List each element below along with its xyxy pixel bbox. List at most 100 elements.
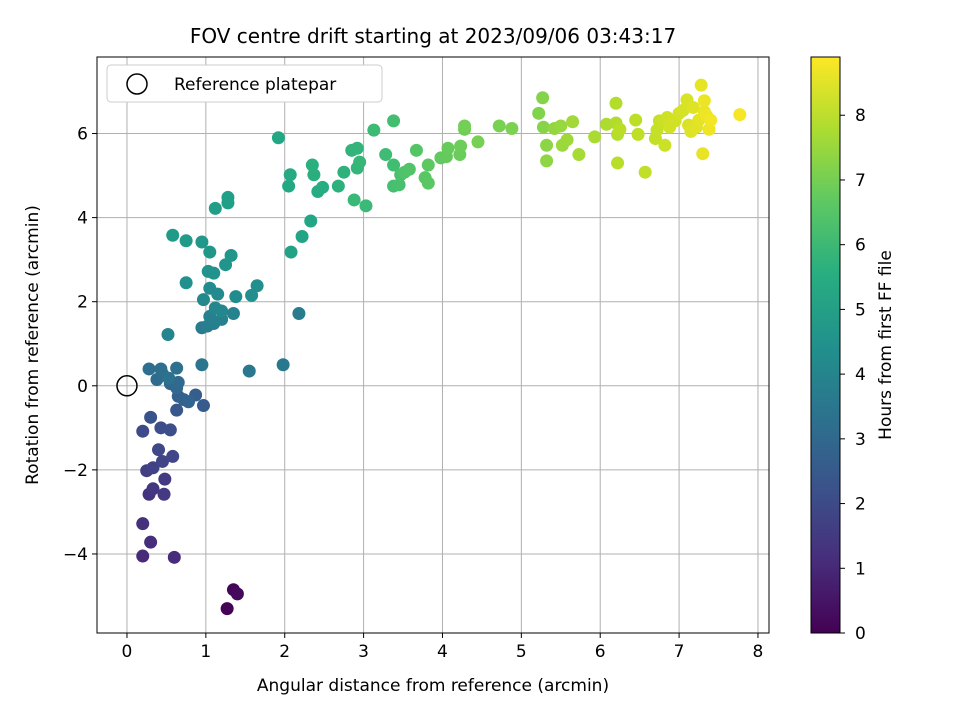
data-point <box>196 293 210 307</box>
x-tick-label: 2 <box>279 642 290 662</box>
data-point <box>536 120 550 134</box>
data-point <box>387 114 401 128</box>
data-point <box>144 410 158 424</box>
data-point <box>155 454 169 468</box>
data-point <box>195 235 209 249</box>
data-point <box>505 121 519 135</box>
data-point <box>733 108 747 122</box>
data-point <box>221 190 235 204</box>
data-point <box>379 148 393 162</box>
data-point <box>250 279 264 293</box>
data-point <box>359 199 373 213</box>
data-point <box>224 248 238 262</box>
colorbar-tick-label: 8 <box>855 106 866 126</box>
data-point <box>387 158 401 172</box>
colorbar-tick-label: 2 <box>855 495 866 515</box>
data-point <box>166 228 180 242</box>
data-point <box>536 91 550 105</box>
data-point <box>284 245 298 259</box>
data-point <box>167 550 181 564</box>
data-point <box>392 178 406 192</box>
colorbar <box>810 56 841 634</box>
data-point <box>163 423 177 437</box>
colorbar-tick-label: 1 <box>855 559 866 579</box>
plot-frame <box>96 56 770 634</box>
data-point <box>292 306 306 320</box>
colorbar-tick-label: 3 <box>855 430 866 450</box>
x-tick-label: 1 <box>200 642 211 662</box>
data-point <box>540 138 554 152</box>
data-point <box>658 138 672 152</box>
data-point <box>170 361 184 375</box>
data-point <box>353 155 367 169</box>
data-point <box>471 135 485 149</box>
x-tick-label: 3 <box>358 642 369 662</box>
data-point <box>611 156 625 170</box>
data-point <box>166 449 180 463</box>
data-point <box>554 119 568 133</box>
data-point <box>629 113 643 127</box>
data-point <box>158 472 172 486</box>
x-tick-label: 5 <box>516 642 527 662</box>
data-point <box>694 78 708 92</box>
y-tick-label: 0 <box>77 377 88 397</box>
data-point <box>207 266 221 280</box>
data-point <box>276 358 290 372</box>
data-point <box>170 403 184 417</box>
legend-entry-label: Reference platepar <box>174 75 336 95</box>
data-points <box>136 78 747 616</box>
data-point <box>307 168 321 182</box>
y-axis-label: Rotation from reference (arcmin) <box>23 205 43 485</box>
data-point <box>572 148 586 162</box>
reference-platepar-marker <box>116 375 138 397</box>
y-tick-label: 2 <box>77 293 88 313</box>
data-point <box>532 106 546 120</box>
data-point <box>337 165 351 179</box>
data-point <box>144 535 158 549</box>
y-axis-ticks: −4 −2 0 2 4 6 <box>63 125 97 565</box>
legend: Reference platepar <box>106 64 383 103</box>
data-point <box>220 602 234 616</box>
data-point <box>195 358 209 372</box>
data-point <box>347 193 361 207</box>
data-point <box>566 115 580 129</box>
data-point <box>282 179 296 193</box>
legend-reference-marker-icon <box>126 73 148 95</box>
data-point <box>609 96 623 110</box>
data-point <box>229 290 243 304</box>
data-point <box>316 180 330 194</box>
colorbar-tick-label: 0 <box>855 624 866 644</box>
data-point <box>215 304 229 318</box>
colorbar-tick-label: 4 <box>855 365 866 385</box>
x-tick-label: 0 <box>122 642 133 662</box>
x-tick-label: 6 <box>595 642 606 662</box>
data-point <box>409 143 423 157</box>
data-point <box>492 119 506 133</box>
data-point <box>454 139 468 153</box>
data-point <box>402 162 416 176</box>
colorbar-tick-label: 6 <box>855 236 866 256</box>
data-point <box>271 131 285 145</box>
data-point <box>421 176 435 190</box>
y-tick-label: 6 <box>77 125 88 145</box>
x-axis-label: Angular distance from reference (arcmin) <box>257 676 609 696</box>
data-point <box>181 395 195 409</box>
x-tick-label: 8 <box>753 642 764 662</box>
data-point <box>631 127 645 141</box>
data-point <box>540 154 554 168</box>
data-point <box>157 487 171 501</box>
data-point <box>588 130 602 144</box>
data-point <box>441 141 455 155</box>
data-point <box>704 113 718 127</box>
data-point <box>162 371 176 385</box>
reference-marker-layer <box>116 375 138 397</box>
colorbar-tick-label: 7 <box>855 171 866 191</box>
colorbar-label: Hours from first FF file <box>876 250 896 440</box>
data-point <box>179 234 193 248</box>
data-point <box>613 122 627 136</box>
legend-box <box>106 64 383 103</box>
data-point <box>676 103 690 117</box>
data-point <box>305 158 319 172</box>
data-point <box>230 587 244 601</box>
